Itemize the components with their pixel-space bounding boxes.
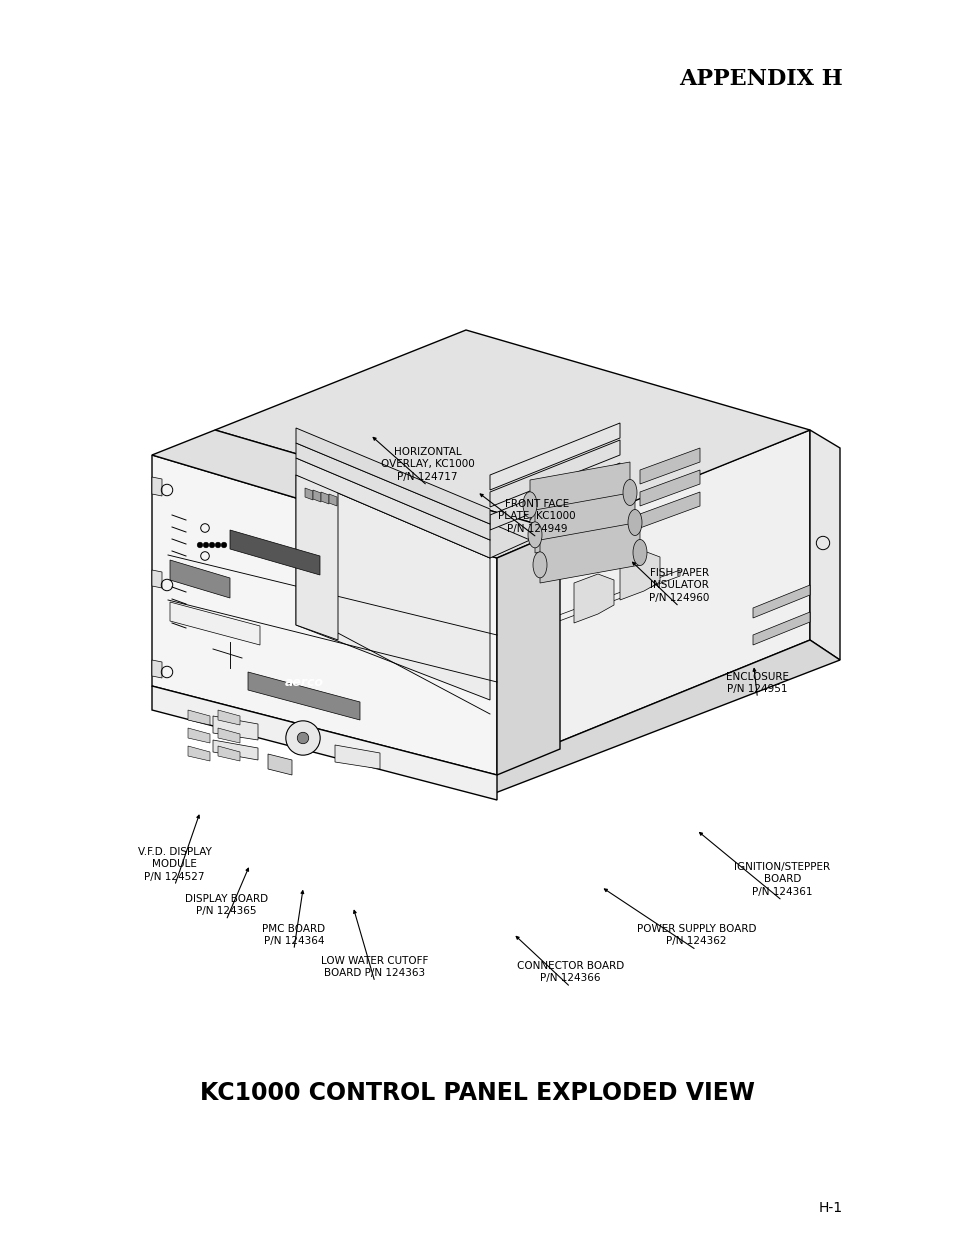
Polygon shape	[320, 492, 329, 504]
Polygon shape	[213, 716, 257, 740]
Polygon shape	[218, 710, 240, 725]
Text: LOW WATER CUTOFF
BOARD P/N 124363: LOW WATER CUTOFF BOARD P/N 124363	[321, 956, 428, 978]
Polygon shape	[188, 727, 210, 743]
Circle shape	[221, 542, 227, 548]
Polygon shape	[268, 755, 292, 776]
Ellipse shape	[627, 510, 641, 536]
Polygon shape	[809, 430, 840, 659]
Polygon shape	[335, 745, 379, 769]
Polygon shape	[295, 443, 490, 540]
Polygon shape	[639, 471, 700, 506]
Polygon shape	[170, 601, 260, 645]
Text: POWER SUPPLY BOARD
P/N 124362: POWER SUPPLY BOARD P/N 124362	[636, 924, 756, 946]
Text: KC1000 CONTROL PANEL EXPLODED VIEW: KC1000 CONTROL PANEL EXPLODED VIEW	[199, 1081, 754, 1105]
Circle shape	[286, 721, 320, 755]
Polygon shape	[213, 740, 257, 760]
Polygon shape	[497, 531, 559, 776]
Polygon shape	[530, 462, 629, 522]
Polygon shape	[490, 463, 619, 530]
Text: FISH PAPER
INSULATOR
P/N 124960: FISH PAPER INSULATOR P/N 124960	[648, 568, 709, 603]
Text: H-1: H-1	[818, 1200, 841, 1215]
Text: DISPLAY BOARD
P/N 124365: DISPLAY BOARD P/N 124365	[184, 894, 268, 916]
Polygon shape	[295, 475, 337, 640]
Polygon shape	[152, 477, 162, 496]
Polygon shape	[424, 571, 679, 671]
Polygon shape	[152, 659, 162, 678]
Polygon shape	[535, 492, 635, 553]
Text: V.F.D. DISPLAY
MODULE
P/N 124527: V.F.D. DISPLAY MODULE P/N 124527	[137, 847, 212, 882]
Polygon shape	[152, 454, 497, 776]
Circle shape	[209, 542, 214, 548]
Polygon shape	[188, 746, 210, 761]
Polygon shape	[218, 746, 240, 761]
Polygon shape	[295, 429, 490, 524]
Polygon shape	[188, 710, 210, 725]
Circle shape	[297, 732, 309, 743]
Polygon shape	[305, 488, 313, 500]
Polygon shape	[295, 458, 530, 558]
Polygon shape	[490, 640, 840, 795]
Polygon shape	[152, 685, 497, 800]
Polygon shape	[218, 727, 240, 743]
Text: aerco: aerco	[284, 677, 323, 689]
Polygon shape	[295, 458, 490, 558]
Circle shape	[203, 542, 209, 548]
Ellipse shape	[522, 492, 537, 517]
Polygon shape	[152, 571, 162, 588]
Text: PMC BOARD
P/N 124364: PMC BOARD P/N 124364	[262, 924, 325, 946]
Circle shape	[215, 542, 221, 548]
Polygon shape	[295, 475, 490, 700]
Ellipse shape	[533, 552, 546, 578]
Polygon shape	[230, 530, 319, 576]
Polygon shape	[619, 551, 659, 600]
Text: APPENDIX H: APPENDIX H	[678, 68, 841, 90]
Polygon shape	[490, 424, 619, 490]
Polygon shape	[539, 522, 639, 583]
Text: IGNITION/STEPPER
BOARD
P/N 124361: IGNITION/STEPPER BOARD P/N 124361	[734, 862, 829, 897]
Polygon shape	[329, 494, 336, 506]
Polygon shape	[170, 559, 230, 598]
Text: CONNECTOR BOARD
P/N 124366: CONNECTOR BOARD P/N 124366	[517, 961, 623, 983]
Polygon shape	[574, 574, 614, 622]
Text: HORIZONTAL
OVERLAY, KC1000
P/N 124717: HORIZONTAL OVERLAY, KC1000 P/N 124717	[380, 447, 474, 482]
Polygon shape	[752, 585, 809, 618]
Ellipse shape	[622, 479, 637, 505]
Polygon shape	[152, 430, 559, 558]
Polygon shape	[248, 672, 359, 720]
Ellipse shape	[633, 540, 646, 566]
Polygon shape	[490, 440, 619, 508]
Polygon shape	[639, 448, 700, 484]
Polygon shape	[490, 430, 809, 769]
Polygon shape	[313, 490, 320, 501]
Text: FRONT FACE
PLATE, KC1000
P/N 124949: FRONT FACE PLATE, KC1000 P/N 124949	[497, 499, 576, 534]
Polygon shape	[639, 492, 700, 529]
Text: ENCLOSURE
P/N 124951: ENCLOSURE P/N 124951	[725, 672, 788, 694]
Polygon shape	[214, 330, 809, 531]
Circle shape	[197, 542, 203, 548]
Polygon shape	[752, 613, 809, 645]
Ellipse shape	[527, 522, 541, 548]
